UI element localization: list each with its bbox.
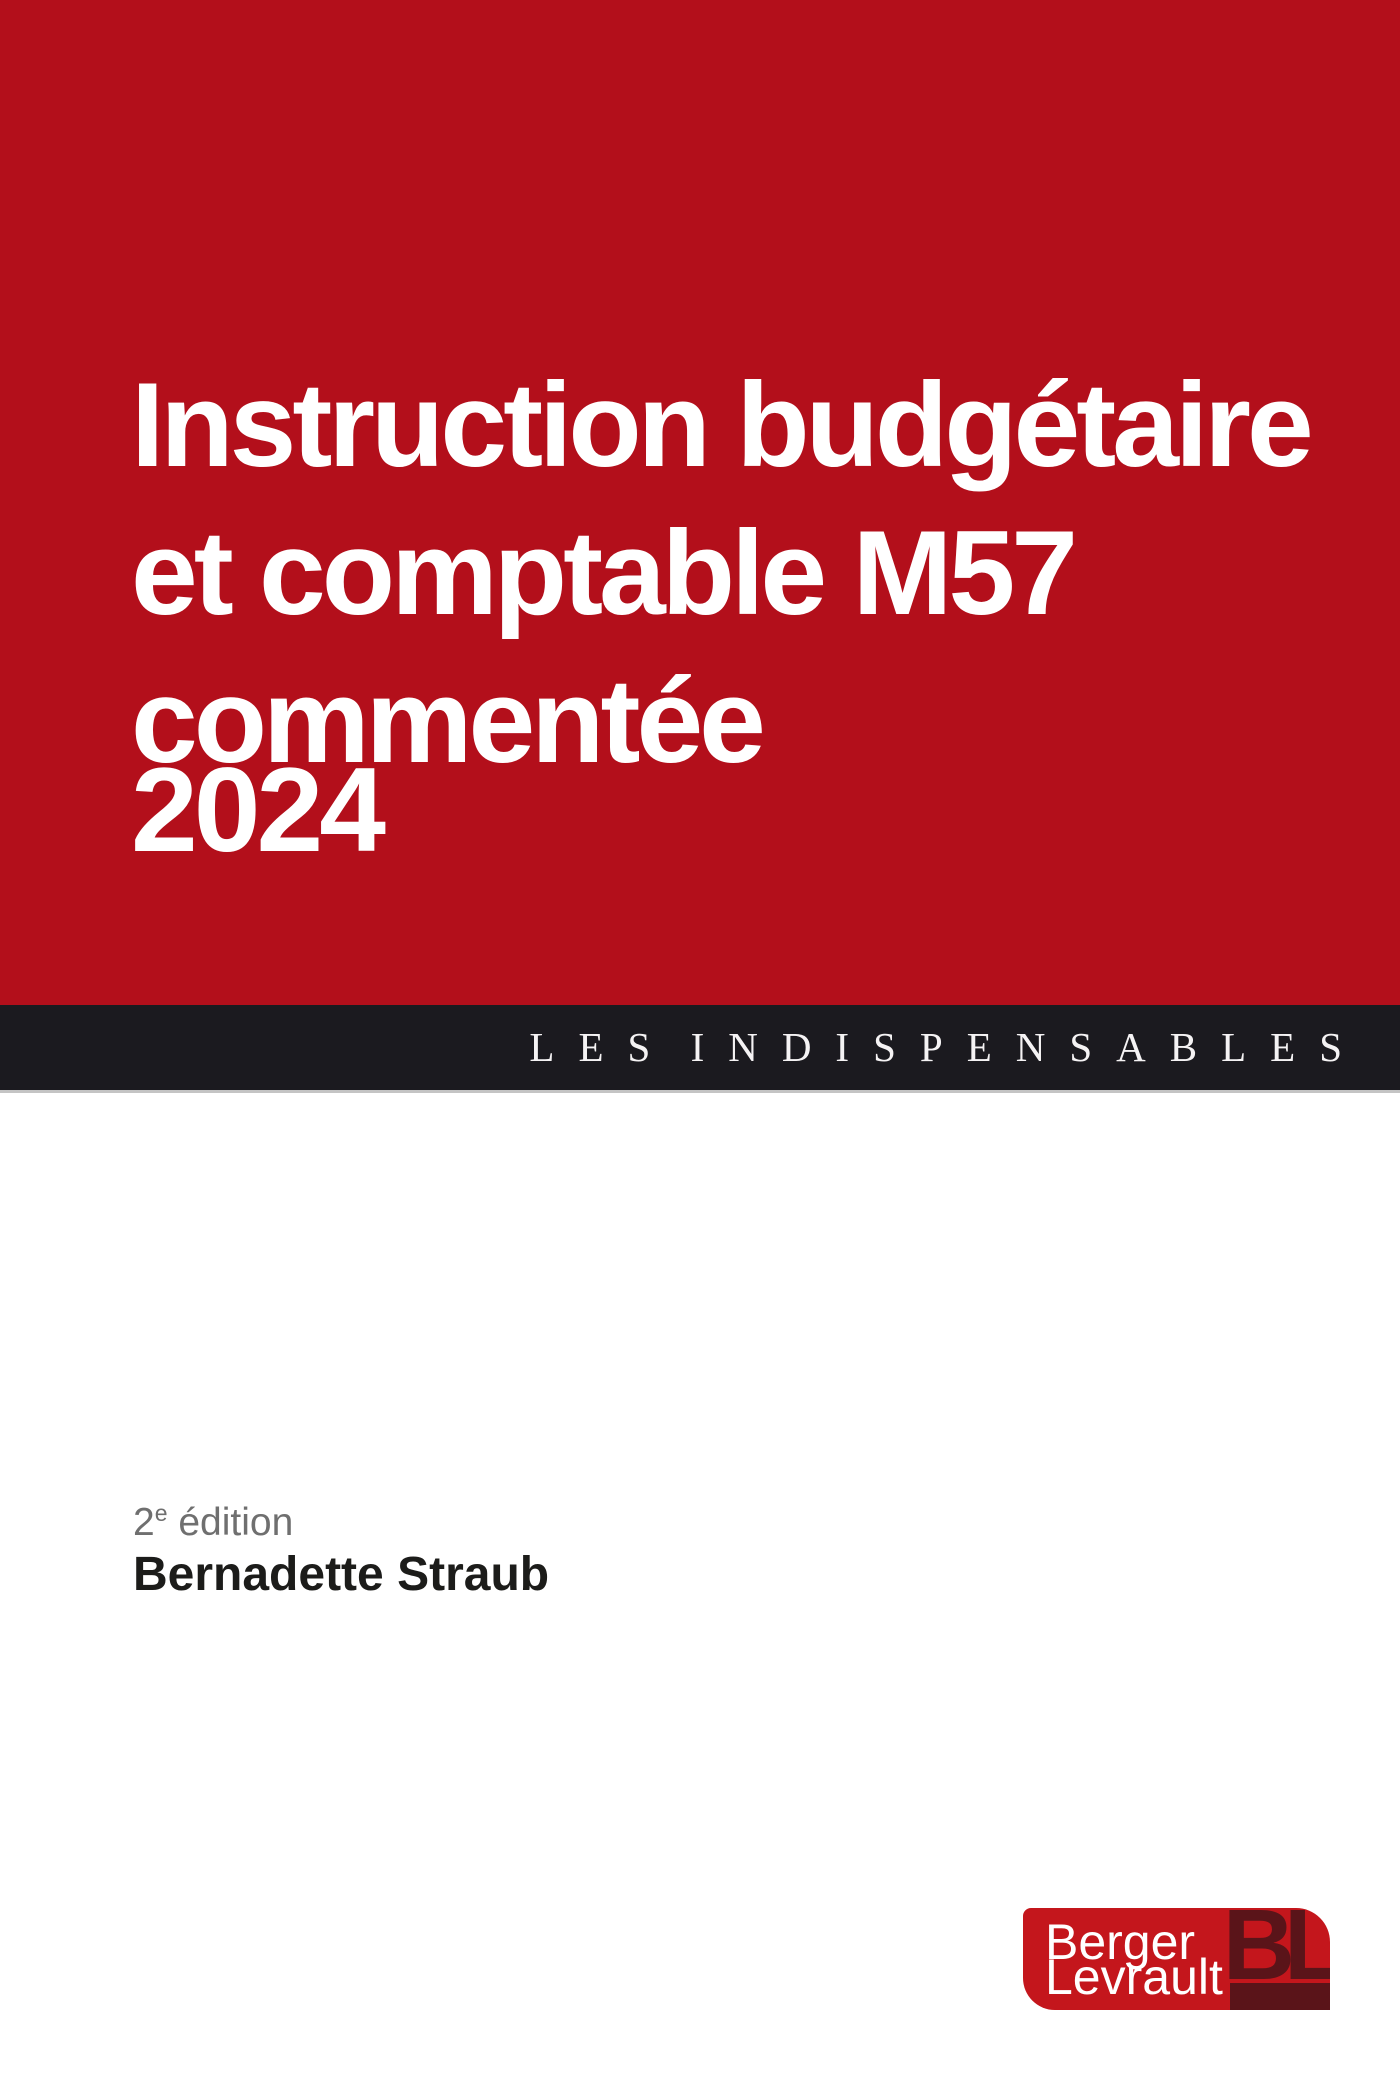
publisher-name: Berger Levrault bbox=[1045, 1914, 1223, 2005]
band-shadow-divider bbox=[0, 1090, 1400, 1093]
publisher-name-line-1: Berger bbox=[1045, 1914, 1196, 1970]
author-name: Bernadette Straub bbox=[133, 1548, 550, 1601]
title-line-2: et comptable M57 bbox=[131, 506, 1078, 641]
collection-band: LES INDISPENSABLES bbox=[0, 1005, 1400, 1090]
edition-year: 2024 bbox=[131, 743, 386, 877]
edition-label: 2e édition bbox=[133, 1500, 293, 1550]
title-line-1: Instruction budgétaire bbox=[131, 358, 1314, 493]
edition-number: 2 bbox=[133, 1501, 155, 1544]
title-line-3: commentée bbox=[131, 654, 766, 789]
cover-background: Instruction budgétaire et comptable M57 … bbox=[0, 0, 1400, 1005]
publisher-logo: Berger Levrault BL bbox=[1023, 1908, 1330, 2010]
book-title: Instruction budgétaire et comptable M57 … bbox=[131, 351, 1314, 795]
monogram-bar bbox=[1230, 1983, 1330, 2010]
edition-superscript: e bbox=[154, 1500, 168, 1526]
collection-label: LES INDISPENSABLES bbox=[529, 1024, 1366, 1070]
publisher-name-line-2: Levrault bbox=[1045, 1949, 1223, 2005]
edition-word: édition bbox=[178, 1501, 294, 1544]
